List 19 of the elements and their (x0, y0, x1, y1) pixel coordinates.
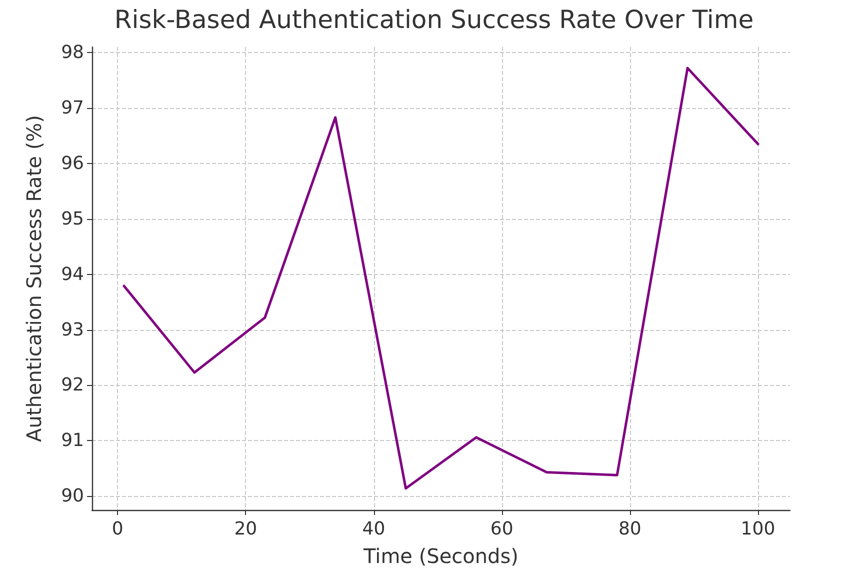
y-tick-label: 90 (61, 486, 84, 507)
y-tick-label: 97 (61, 97, 84, 118)
y-tick-label: 94 (61, 264, 84, 285)
x-tick-label: 40 (362, 518, 386, 540)
y-tick-label: 91 (61, 430, 84, 452)
y-tick-label: 92 (61, 374, 84, 396)
x-tick-label: 100 (740, 518, 776, 540)
chart-title: Risk-Based Authentication Success Rate Over Time (114, 5, 754, 34)
line-series (122, 66, 760, 490)
y-tick-label: 93 (61, 319, 84, 340)
y-tick-label: 98 (61, 42, 84, 64)
x-axis-title: Time (Seconds) (362, 544, 518, 568)
x-tick-label: 80 (618, 518, 642, 540)
y-tick-label: 95 (61, 208, 84, 230)
y-tick-label: 96 (61, 152, 84, 174)
x-tick-label: 0 (112, 518, 124, 540)
y-axis-title: Authentication Success Rate (%) (22, 115, 46, 442)
x-tick-label: 60 (490, 518, 514, 540)
x-tick-label: 20 (234, 518, 258, 540)
